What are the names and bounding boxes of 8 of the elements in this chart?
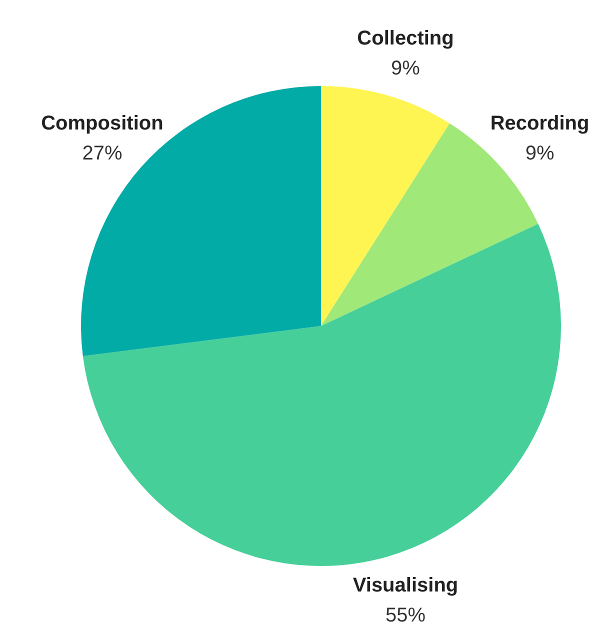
slice-label: Composition: [41, 112, 164, 135]
slice-label: Visualising: [352, 574, 458, 597]
data-label: 9%: [525, 142, 554, 165]
data-label: 27%: [82, 142, 122, 165]
slice-label: Recording: [490, 112, 590, 135]
slice-label: Collecting: [357, 27, 454, 50]
data-label: 9%: [391, 57, 420, 80]
data-label: 55%: [385, 604, 426, 627]
